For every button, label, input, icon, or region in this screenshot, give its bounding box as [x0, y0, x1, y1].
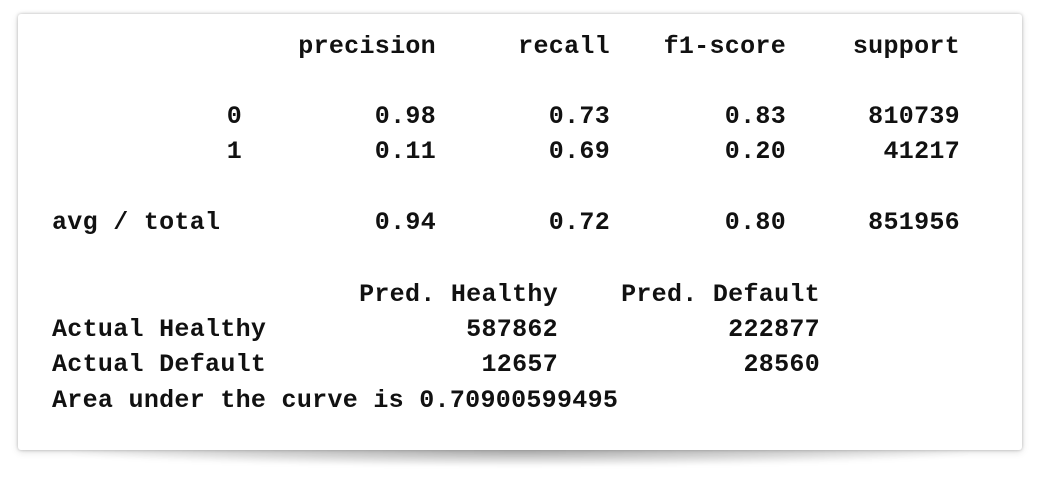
- confusion-actual-healthy-pred-healthy: 587862: [466, 315, 558, 344]
- row-0-label: 0: [226, 102, 242, 131]
- auc-line: Area under the curve is 0.70900599495: [52, 386, 619, 415]
- confusion-row-actual-healthy-label: Actual Healthy: [52, 315, 267, 344]
- row-0-f1: 0.83: [724, 102, 786, 131]
- avg-total-recall: 0.72: [548, 208, 610, 237]
- avg-total-f1: 0.80: [724, 208, 786, 237]
- row-1-recall: 0.69: [548, 137, 610, 166]
- row-1-support: 41217: [883, 137, 960, 166]
- header-f1-score: f1-score: [663, 32, 786, 61]
- header-recall: recall: [518, 32, 610, 61]
- avg-total-label: avg / total: [52, 208, 221, 237]
- avg-total-support: 851956: [868, 208, 960, 237]
- confusion-actual-default-pred-default: 28560: [743, 350, 820, 379]
- avg-total-precision: 0.94: [374, 208, 436, 237]
- confusion-actual-default-pred-healthy: 12657: [481, 350, 558, 379]
- row-1-label: 1: [226, 137, 242, 166]
- row-0-support: 810739: [868, 102, 960, 131]
- header-support: support: [852, 32, 960, 61]
- row-0-precision: 0.98: [374, 102, 436, 131]
- header-precision: precision: [298, 32, 436, 61]
- report-card: precision recall f1-score support 0 0.98…: [18, 14, 1022, 450]
- confusion-header-pred-healthy: Pred. Healthy: [359, 280, 558, 309]
- row-1-f1: 0.20: [724, 137, 786, 166]
- row-1-precision: 0.11: [374, 137, 436, 166]
- row-0-recall: 0.73: [548, 102, 610, 131]
- confusion-row-actual-default-label: Actual Default: [52, 350, 267, 379]
- confusion-header-pred-default: Pred. Default: [621, 280, 820, 309]
- confusion-actual-healthy-pred-default: 222877: [728, 315, 820, 344]
